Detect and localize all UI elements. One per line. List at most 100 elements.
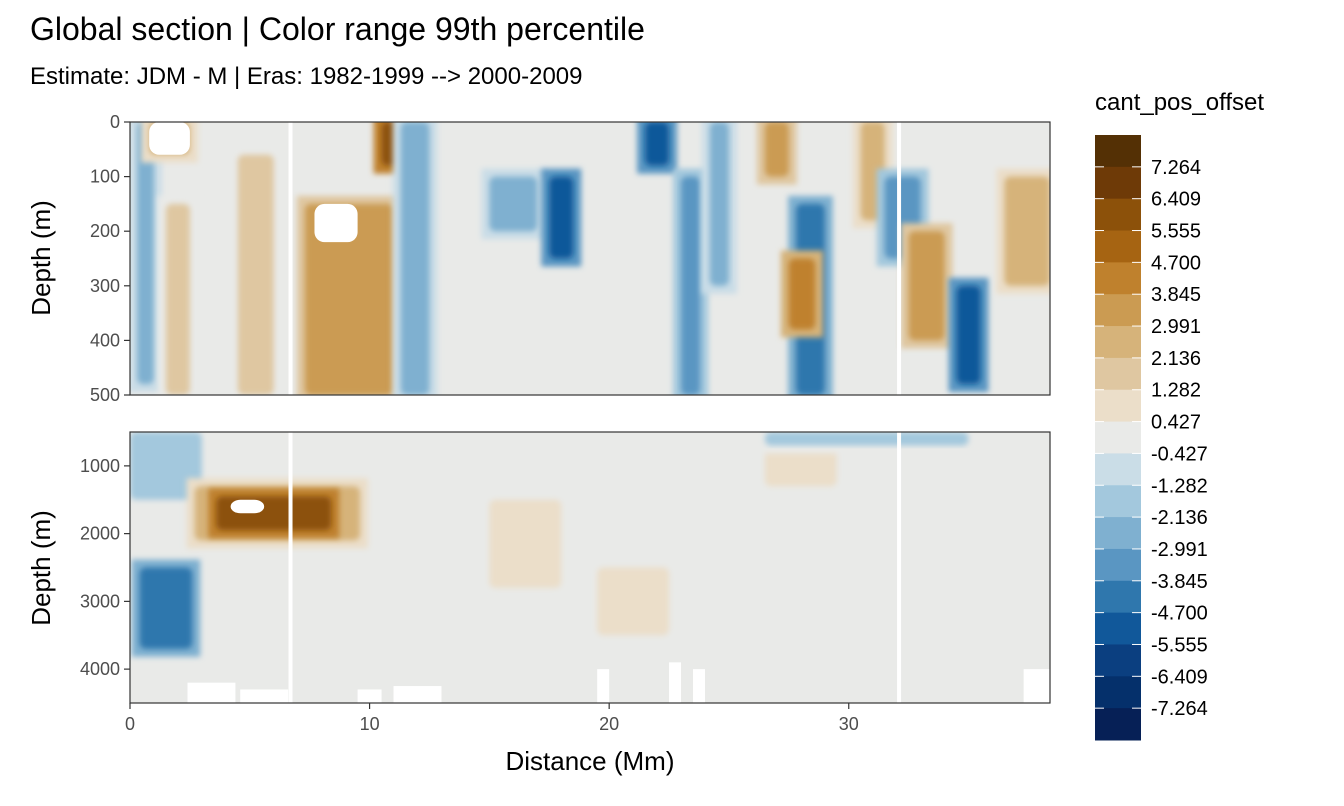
- feature-cell: [597, 567, 670, 636]
- color-legend: 7.264 6.409 5.555 4.700 3.845 2.991 2.136 1.282…: [1095, 135, 1208, 741]
- feature-cell: [304, 203, 394, 395]
- legend-title: cant_pos_offset: [1095, 89, 1264, 116]
- panel-border: [129, 121, 1051, 396]
- legend-swatch: [1095, 548, 1141, 582]
- legend-label: 2.136: [1151, 348, 1201, 370]
- legend-label: -2.991: [1151, 539, 1208, 561]
- legend-swatch: [1095, 230, 1141, 263]
- missing-data: [393, 686, 442, 703]
- legend-swatch: [1095, 612, 1141, 645]
- chart-subtitle: Estimate: JDM - M | Eras: 1982-1999 --> …: [30, 63, 582, 90]
- legend-label: -4.700: [1151, 603, 1208, 625]
- legend-swatch: [1095, 644, 1141, 677]
- feature-cell: [681, 176, 701, 395]
- feature-cell: [549, 176, 574, 259]
- y-tick-label: 2000: [80, 524, 120, 544]
- feature-cell: [489, 176, 538, 232]
- legend-swatch: [1095, 676, 1141, 709]
- feature-cell: [165, 203, 190, 395]
- y-tick-label: 500: [90, 385, 120, 405]
- feature-cell: [400, 122, 430, 395]
- legend-swatch: [1095, 166, 1141, 200]
- legend-swatch: [1095, 485, 1141, 518]
- legend-swatch: [1095, 708, 1141, 741]
- x-axis: 0 10 20 30: [125, 703, 859, 734]
- legend-label: -2.136: [1151, 507, 1208, 529]
- legend-swatch: [1095, 135, 1141, 168]
- missing-column: [897, 122, 902, 395]
- chart-title: Global section | Color range 99th percen…: [30, 11, 645, 47]
- legend-label: -5.555: [1151, 634, 1208, 656]
- legend-label: -6.409: [1151, 666, 1208, 688]
- feature-cell: [645, 122, 670, 166]
- heatmap-background: [130, 432, 1050, 703]
- missing-data: [693, 669, 705, 703]
- x-tick-label: 10: [360, 714, 380, 734]
- missing-data: [187, 682, 236, 703]
- feature-cell: [137, 122, 154, 385]
- missing-data: [669, 662, 682, 703]
- missing-column: [897, 432, 902, 703]
- y-tick-label: 300: [90, 276, 120, 296]
- panel-bottom: 1000 2000 3000 4000: [80, 431, 1051, 704]
- legend-label: -7.264: [1151, 698, 1208, 720]
- legend-swatch: [1095, 198, 1141, 232]
- missing-data: [149, 122, 190, 155]
- legend-swatch: [1095, 453, 1141, 486]
- missing-data: [597, 669, 610, 703]
- legend-label: 7.264: [1151, 157, 1201, 179]
- missing-data: [1023, 669, 1050, 703]
- x-tick-label: 0: [125, 714, 135, 734]
- feature-cell: [956, 285, 981, 385]
- y-axis-title-bottom: Depth (m): [26, 510, 56, 626]
- missing-data: [357, 689, 382, 703]
- feature-cell: [1004, 176, 1050, 286]
- feature-cell: [139, 567, 193, 649]
- panel-top: 0 100 200 300 400 500: [90, 112, 1051, 405]
- legend-label: 5.555: [1151, 221, 1201, 243]
- legend-label: 6.409: [1151, 189, 1201, 211]
- feature-cell: [709, 122, 729, 286]
- legend-swatch: [1095, 580, 1141, 614]
- feature-cell: [489, 499, 562, 588]
- y-tick-label: 4000: [80, 659, 120, 679]
- y-tick-label: 200: [90, 221, 120, 241]
- legend-swatch: [1095, 389, 1141, 423]
- legend-swatch: [1095, 294, 1141, 327]
- missing-column: [288, 122, 293, 395]
- feature-cell: [237, 154, 274, 395]
- legend-label: 2.991: [1151, 316, 1201, 338]
- feature-cell: [908, 231, 945, 341]
- feature-cell: [130, 432, 202, 500]
- missing-data: [230, 499, 265, 514]
- legend-label: -1.282: [1151, 475, 1208, 497]
- x-axis-title: Distance (Mm): [505, 746, 674, 776]
- y-tick-label: 1000: [80, 456, 120, 476]
- y-tick-label: 400: [90, 330, 120, 350]
- feature-cell: [788, 258, 816, 330]
- panel-border: [129, 431, 1051, 704]
- y-axis-title-top: Depth (m): [26, 200, 56, 316]
- legend-label: 0.427: [1151, 412, 1201, 434]
- feature-cell: [764, 122, 789, 177]
- y-tick-label: 100: [90, 167, 120, 187]
- legend-label: -3.845: [1151, 571, 1208, 593]
- legend-swatch: [1095, 357, 1141, 391]
- legend-swatch: [1095, 262, 1141, 295]
- feature-cell: [216, 496, 332, 531]
- legend-swatch: [1095, 421, 1141, 454]
- legend-swatch: [1095, 517, 1141, 550]
- legend-label: 3.845: [1151, 284, 1201, 306]
- missing-data: [240, 689, 289, 703]
- x-tick-label: 30: [839, 714, 859, 734]
- missing-column: [288, 432, 293, 703]
- legend-label: 1.282: [1151, 380, 1201, 402]
- feature-cell: [764, 432, 969, 446]
- legend-swatch: [1095, 326, 1141, 359]
- missing-data: [314, 203, 358, 243]
- legend-label: 4.700: [1151, 252, 1201, 274]
- y-tick-label: 3000: [80, 591, 120, 611]
- x-tick-label: 20: [599, 714, 619, 734]
- y-tick-label: 0: [110, 112, 120, 132]
